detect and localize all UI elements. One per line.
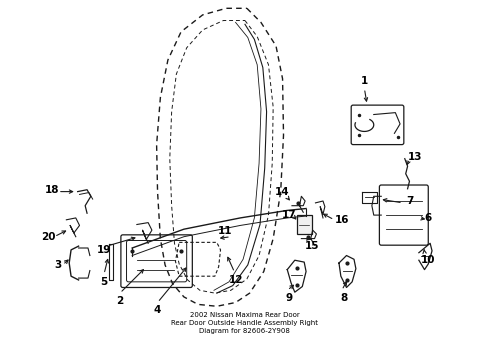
- Text: 16: 16: [334, 215, 348, 225]
- Text: 6: 6: [424, 213, 431, 223]
- Text: 17: 17: [281, 210, 296, 220]
- Text: 13: 13: [407, 152, 422, 162]
- Text: 1: 1: [360, 76, 367, 86]
- Text: 3: 3: [54, 260, 61, 270]
- Text: 7: 7: [405, 196, 412, 206]
- Text: 9: 9: [285, 293, 292, 303]
- Bar: [296, 215, 311, 234]
- Text: 8: 8: [339, 293, 346, 303]
- Text: 11: 11: [218, 226, 232, 236]
- Text: 4: 4: [154, 305, 161, 315]
- Text: 2002 Nissan Maxima Rear Door
Rear Door Outside Handle Assembly Right
Diagram for: 2002 Nissan Maxima Rear Door Rear Door O…: [171, 312, 317, 334]
- Text: 19: 19: [97, 245, 111, 255]
- Text: 5: 5: [100, 277, 107, 287]
- Text: 18: 18: [45, 185, 60, 195]
- Text: 12: 12: [228, 275, 243, 285]
- Text: 15: 15: [304, 241, 318, 251]
- Text: 10: 10: [420, 255, 435, 265]
- Text: 20: 20: [41, 232, 56, 242]
- Text: 2: 2: [116, 296, 123, 306]
- Text: 14: 14: [275, 186, 289, 197]
